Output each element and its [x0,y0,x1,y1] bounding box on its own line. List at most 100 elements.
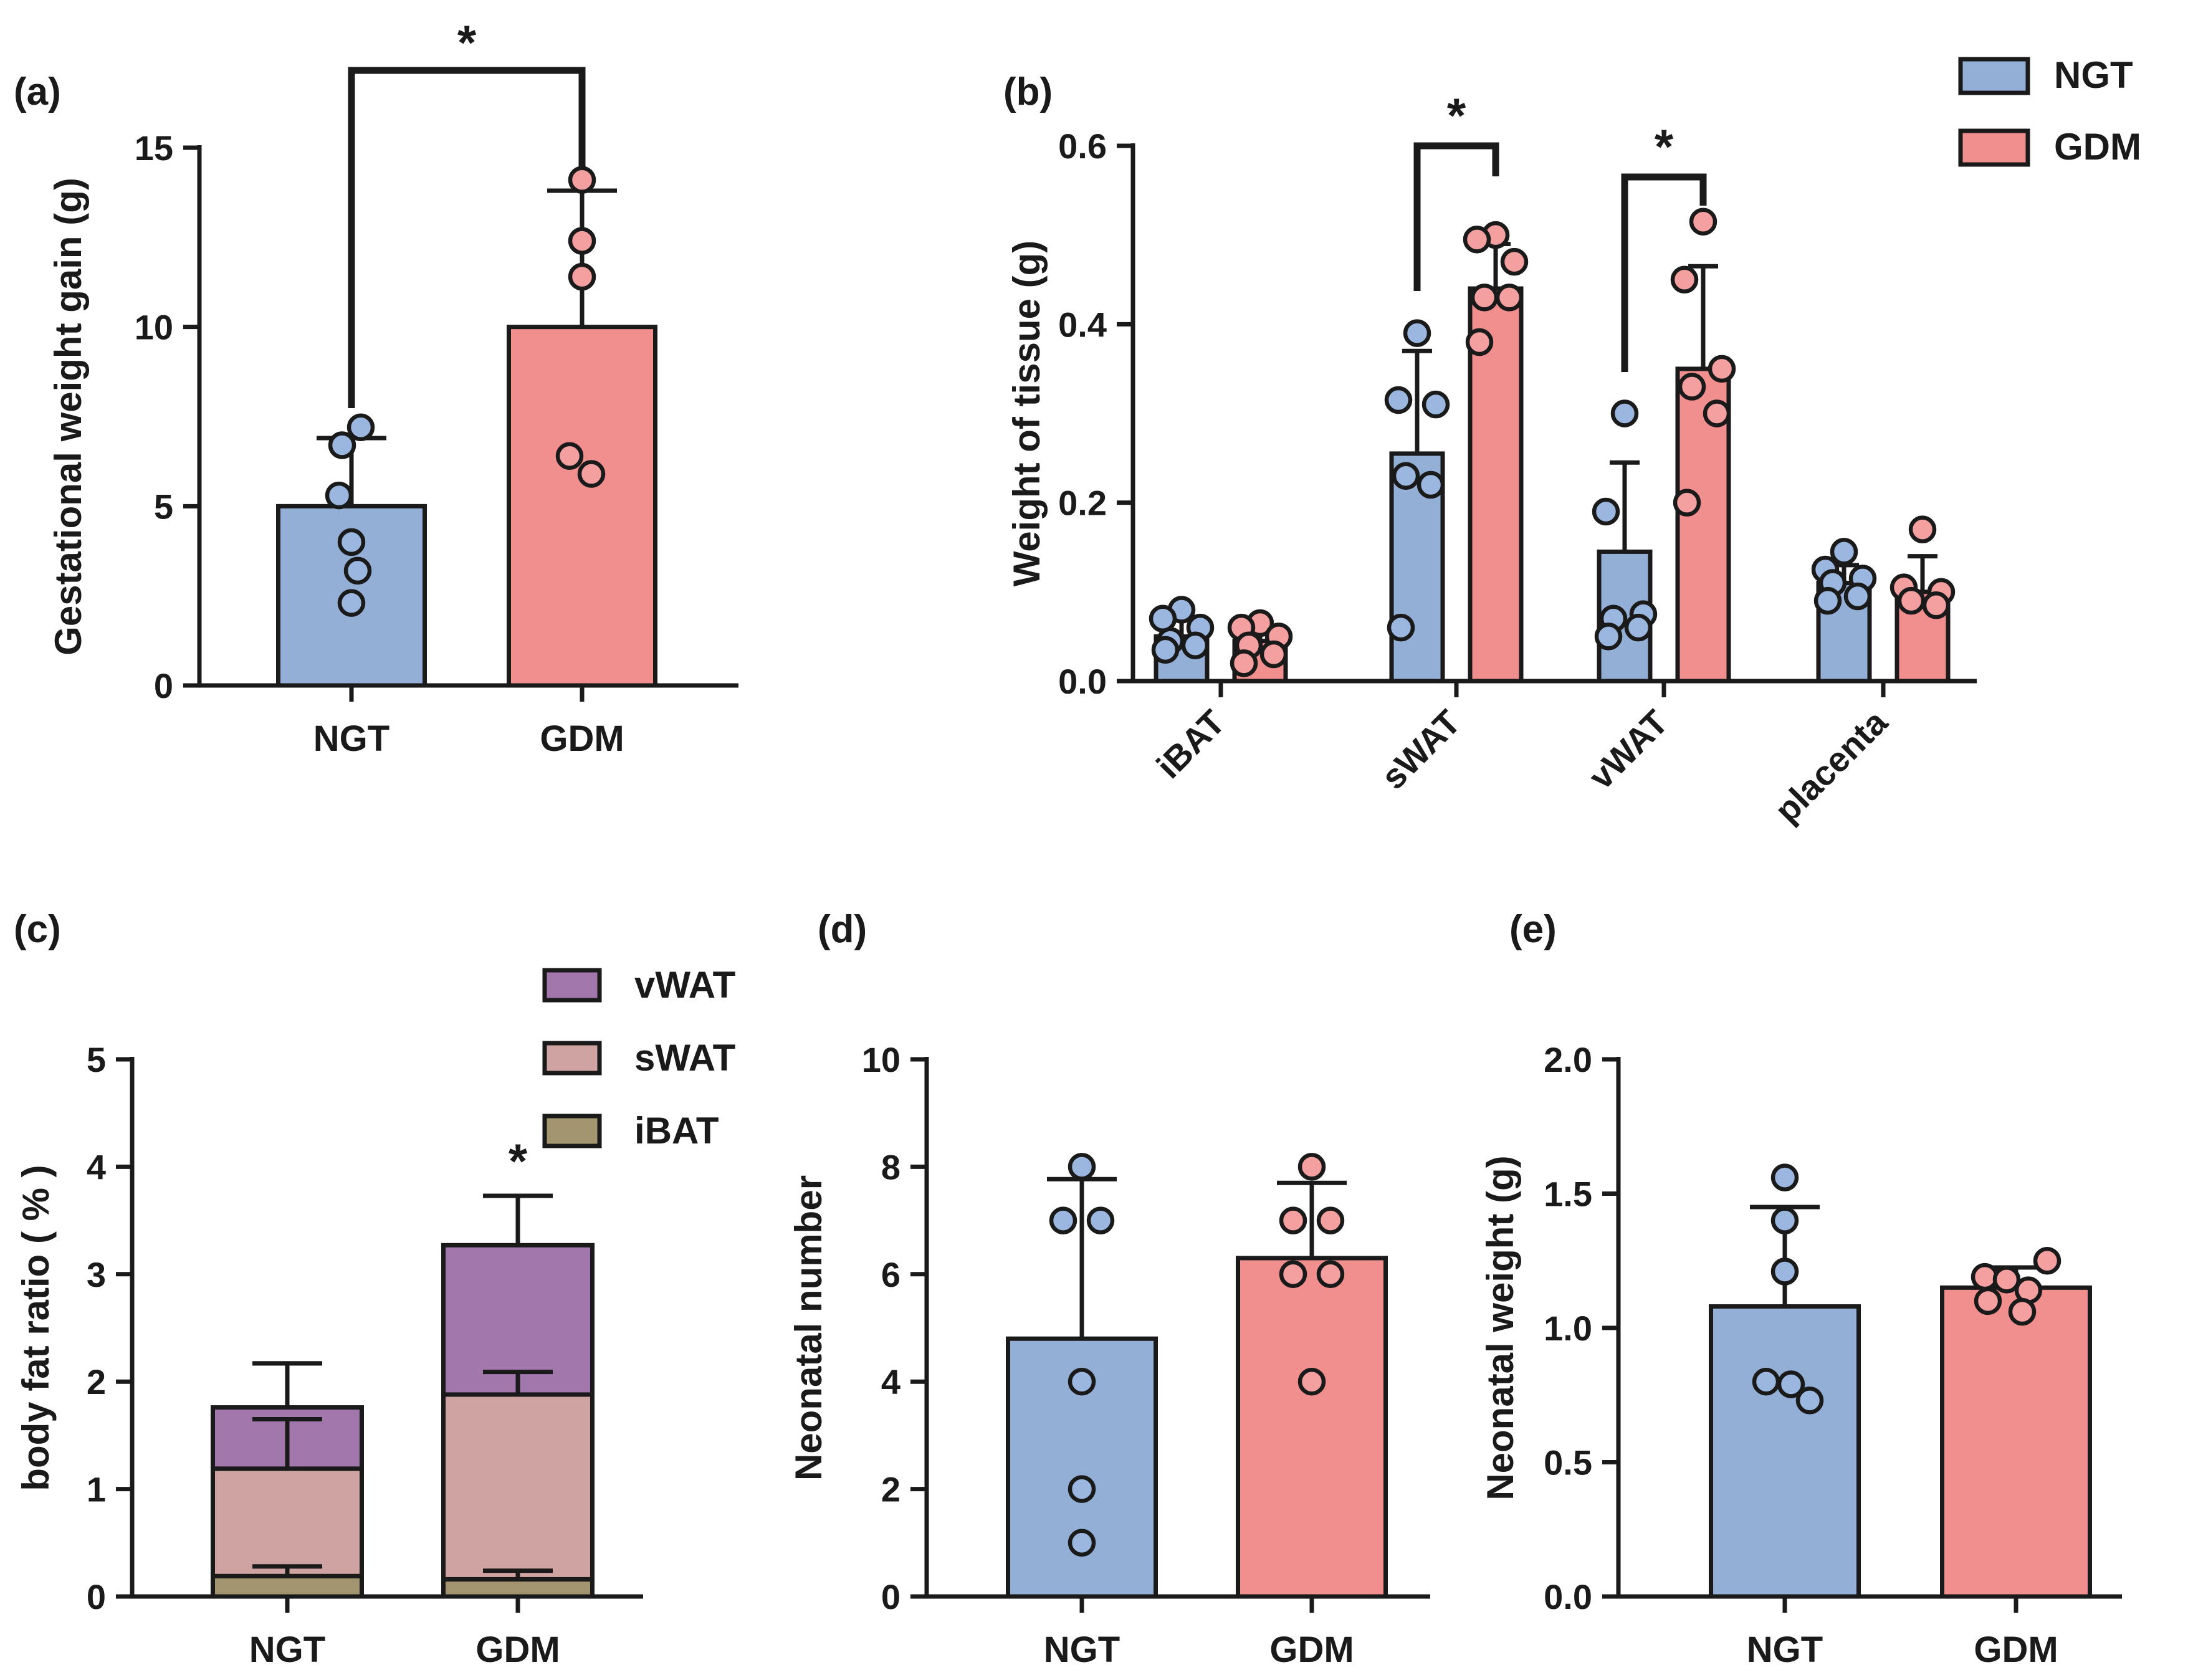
panel-d-data-point-NGT [1068,1529,1096,1557]
panel-b-data-point-NGT [1624,613,1653,642]
panel-d-y-tick-label: 6 [881,1255,901,1294]
panel-letter-e: (e) [1509,908,1557,951]
panel-b-data-point-NGT [1610,399,1639,427]
panel-letter-c: (c) [14,908,61,951]
panel-e-bar-GDM [1940,1285,2092,1599]
panel-a-y-axis-label: Gestational weight gain (g) [47,178,89,656]
panel-e-data-point-GDM [2033,1247,2061,1275]
panel-b-chart: 0.0 0.2 0.4 0.6 Weight of tissue (g) iBAT sWAT… [1006,54,2141,830]
panel-b-data-point-NGT [1830,538,1858,566]
panel-d-data-point-GDM [1279,1206,1307,1234]
panel-b-data-point-GDM [1922,591,1951,619]
panel-a-significance-bracket [348,67,586,408]
panel-a-data-point-NGT [343,556,372,585]
panel-b-data-point-GDM [1897,586,1926,615]
panel-d-data-point-GDM [1279,1260,1307,1289]
panel-b-data-point-NGT [1151,636,1180,664]
panel-c-y-tick-label: 3 [87,1255,106,1294]
panel-b-data-point-NGT [1843,582,1872,611]
panel-a-y-tick-label: 0 [154,666,173,705]
panel-e-y-axis-label: Neonatal weight (g) [1479,1155,1521,1500]
panel-e-data-point-NGT [1777,1370,1805,1398]
panel-a-bar-GDM [507,325,657,688]
panel-b-x-tick-label: iBAT [1149,702,1232,786]
panel-e-data-point-NGT [1770,1163,1799,1191]
panel-e-data-point-NGT [1795,1386,1824,1415]
panel-d-data-point-NGT [1049,1206,1077,1234]
panel-b-data-point-GDM [1678,373,1706,401]
panel-d-y-tick-label: 2 [881,1470,901,1509]
panel-e-data-point-GDM [2008,1297,2037,1326]
panel-c-chart: 0 1 2 3 4 5 body fat ratio ( % ) NGT GDM * vWAT sWA… [15,964,735,1670]
panel-b-data-point-GDM [1465,328,1494,356]
panel-e-data-point-NGT [1752,1367,1780,1396]
panel-b-data-point-GDM [1670,265,1699,294]
panel-e-data-point-NGT [1770,1206,1799,1234]
panel-c-x-tick-label: NGT [249,1630,325,1670]
panel-b-legend-swatch-NGT [1958,57,2030,95]
panel-letter-b: (b) [1003,70,1053,113]
panel-b-data-point-NGT [1421,390,1450,419]
panel-b-data-point-NGT [1181,631,1210,659]
panel-b-x-tick-label: sWAT [1373,702,1468,797]
panel-a-y-tick-label: 15 [135,128,173,168]
panel-b-y-tick-label: 0.4 [1058,305,1107,344]
panel-letter-a: (a) [14,70,61,113]
panel-c-legend-swatch-sWAT [542,1041,602,1076]
panel-d-y-tick-label: 0 [881,1577,901,1616]
panel-e-x-tick-label: NGT [1747,1630,1823,1670]
panel-c-bar-iBAT-GDM [441,1577,595,1599]
panel-b-data-point-GDM [1495,284,1524,312]
panel-b-data-point-GDM [1259,640,1288,669]
panel-a-data-point-GDM [568,262,596,291]
panel-b-significance-bracket [1413,142,1499,291]
panel-d-y-axis-label: Neonatal number [788,1175,829,1481]
panel-e-chart: 0.0 0.5 1.0 1.5 2.0 Neonatal weight (g) NGT GDM [1479,1040,2122,1670]
panel-b-y-axis-label: Weight of tissue (g) [1006,241,1048,587]
panel-c-legend-swatch-iBAT [542,1114,602,1148]
panel-b-significance-star: * [1447,88,1466,143]
panel-b-significance-star: * [1655,119,1674,174]
panel-d-bar-GDM [1236,1256,1388,1599]
panel-e-y-tick-label: 0.5 [1544,1443,1592,1482]
panel-c-y-tick-label: 1 [87,1470,106,1509]
panel-b-y-tick-label: 0.2 [1058,484,1107,523]
panel-d-data-point-NGT [1068,1367,1096,1396]
panel-letter-d: (d) [818,908,867,951]
panel-b-data-point-GDM [1689,208,1717,236]
panel-b-legend-label-GDM: GDM [2054,126,2141,168]
panel-d-x-tick-label: NGT [1044,1630,1120,1670]
panel-e-data-point-GDM [1992,1266,2021,1294]
panel-a-y-tick-label: 5 [154,487,173,526]
panel-e-data-point-GDM [1974,1287,2002,1315]
panel-c-legend-label-vWAT: vWAT [634,964,735,1006]
panel-c-bar-sWAT-GDM [441,1392,595,1582]
panel-b-legend-swatch-GDM [1958,128,2030,167]
panel-a-data-point-NGT [337,589,366,617]
panel-c-legend-label-sWAT: sWAT [634,1037,735,1079]
panel-b-data-point-NGT [1592,497,1620,526]
panel-b-y-tick-label: 0.6 [1058,126,1107,166]
panel-d-data-point-NGT [1086,1206,1115,1234]
panel-b-data-point-GDM [1908,515,1937,543]
panel-a-y-tick-label: 10 [135,308,173,347]
panel-a-x-tick-label: NGT [313,718,389,759]
panel-c-legend-swatch-vWAT [542,968,602,1003]
panel-a-significance-star: * [457,15,477,70]
panel-b-data-point-NGT [1813,586,1842,615]
panel-b-data-point-NGT [1384,386,1413,414]
panel-a-data-point-NGT [328,431,356,459]
panel-b-data-point-GDM [1463,226,1491,254]
panel-c-significance-star: * [509,1134,528,1188]
panel-a-data-point-NGT [325,481,353,510]
panel-e-bar-NGT [1709,1304,1861,1599]
panel-d-y-tick-label: 10 [862,1040,901,1079]
panel-b-data-point-NGT [1403,319,1431,347]
panel-e-y-tick-label: 2.0 [1544,1040,1592,1079]
panel-a-data-point-GDM [568,166,596,194]
panel-d-data-point-GDM [1297,1153,1326,1181]
panel-b-x-tick-label: placenta [1767,702,1895,830]
panel-d-y-tick-label: 8 [881,1147,901,1186]
panel-c-bar-vWAT-GDM [441,1243,595,1397]
